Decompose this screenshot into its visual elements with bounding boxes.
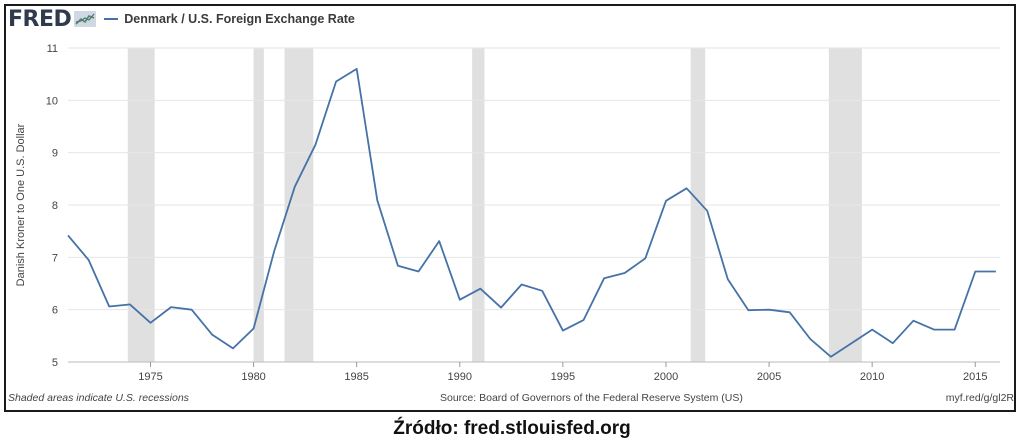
data-source[interactable]: Source: Board of Governors of the Federa… — [440, 392, 743, 404]
x-tick-label-7: 2010 — [860, 371, 884, 383]
data-point-2002[interactable] — [705, 209, 709, 213]
series-layer — [66, 67, 998, 359]
x-tick-label-1: 1980 — [241, 371, 265, 383]
data-point-1977[interactable] — [190, 307, 194, 311]
data-point-2005[interactable] — [767, 307, 771, 311]
chart-header: FRED Denmark / U.S. Foreign Exchange Rat… — [8, 6, 355, 32]
source-caption: Źródło: fred.stlouisfed.org — [393, 418, 631, 439]
x-tick-label-2: 1985 — [344, 371, 368, 383]
data-point-1984[interactable] — [334, 79, 338, 83]
x-tick-label-5: 2000 — [654, 371, 678, 383]
data-point-1993[interactable] — [519, 282, 523, 286]
data-point-1976[interactable] — [169, 305, 173, 309]
data-point-2016[interactable] — [994, 269, 998, 273]
data-point-2009[interactable] — [849, 341, 853, 345]
data-point-1972[interactable] — [86, 258, 90, 262]
data-point-2013[interactable] — [932, 327, 936, 331]
y-tick-label-5: 10 — [46, 95, 58, 107]
data-point-1980[interactable] — [251, 326, 255, 330]
data-point-1995[interactable] — [561, 328, 565, 332]
short-url-link[interactable]: myf.red/g/gl2R — [945, 392, 1014, 404]
data-point-1974[interactable] — [128, 302, 132, 306]
x-tick-label-4: 1995 — [551, 371, 575, 383]
data-point-2007[interactable] — [808, 337, 812, 341]
data-point-1989[interactable] — [437, 239, 441, 243]
data-point-2011[interactable] — [891, 341, 895, 345]
fred-logo[interactable]: FRED — [8, 6, 72, 32]
x-tick-label-8: 2015 — [963, 371, 987, 383]
data-point-1983[interactable] — [313, 143, 317, 147]
data-point-2014[interactable] — [952, 327, 956, 331]
data-point-2008[interactable] — [829, 355, 833, 359]
data-point-1998[interactable] — [623, 271, 627, 275]
data-point-1982[interactable] — [293, 184, 297, 188]
data-point-1994[interactable] — [540, 289, 544, 293]
data-point-1979[interactable] — [231, 346, 235, 350]
data-point-1985[interactable] — [354, 67, 358, 71]
data-point-2015[interactable] — [973, 269, 977, 273]
y-axis-label: Danish Kroner to One U.S. Dollar — [15, 123, 27, 286]
axes: 5 6 7 8 9 10 11 1975 1980 1985 1990 1995 2000 2005 201… — [46, 43, 1000, 383]
data-point-2012[interactable] — [911, 318, 915, 322]
data-point-2003[interactable] — [726, 277, 730, 281]
data-point-1992[interactable] — [499, 305, 503, 309]
data-point-1990[interactable] — [458, 298, 462, 302]
data-point-1991[interactable] — [478, 287, 482, 291]
x-tick-label-0: 1975 — [138, 371, 162, 383]
data-point-1978[interactable] — [210, 333, 214, 337]
data-point-1981[interactable] — [272, 249, 276, 253]
data-point-1986[interactable] — [375, 198, 379, 202]
recession-note: Shaded areas indicate U.S. recessions — [8, 392, 189, 404]
data-point-1975[interactable] — [148, 321, 152, 325]
y-tick-label-2: 7 — [52, 252, 58, 264]
y-tick-label-6: 11 — [47, 43, 58, 55]
data-point-1997[interactable] — [602, 276, 606, 280]
data-point-2006[interactable] — [787, 310, 791, 314]
data-point-2001[interactable] — [684, 186, 688, 190]
y-tick-label-3: 8 — [52, 200, 58, 212]
series-line-0[interactable] — [67, 68, 996, 358]
x-tick-label-3: 1990 — [448, 371, 472, 383]
fred-chart-mark-icon — [74, 11, 97, 27]
chart-title[interactable]: Denmark / U.S. Foreign Exchange Rate — [124, 12, 355, 26]
data-point-2010[interactable] — [870, 327, 874, 331]
data-point-1988[interactable] — [416, 269, 420, 273]
data-point-1973[interactable] — [107, 304, 111, 308]
data-point-2000[interactable] — [664, 199, 668, 203]
data-point-1971[interactable] — [66, 233, 70, 237]
data-point-2004[interactable] — [746, 308, 750, 312]
y-tick-label-4: 9 — [52, 148, 58, 160]
data-point-1987[interactable] — [396, 264, 400, 268]
data-point-1996[interactable] — [581, 318, 585, 322]
y-tick-label-1: 6 — [52, 305, 58, 317]
x-tick-label-6: 2005 — [757, 371, 781, 383]
legend-line-swatch — [104, 18, 119, 20]
y-tick-label-0: 5 — [52, 357, 58, 369]
data-point-1999[interactable] — [643, 256, 647, 260]
